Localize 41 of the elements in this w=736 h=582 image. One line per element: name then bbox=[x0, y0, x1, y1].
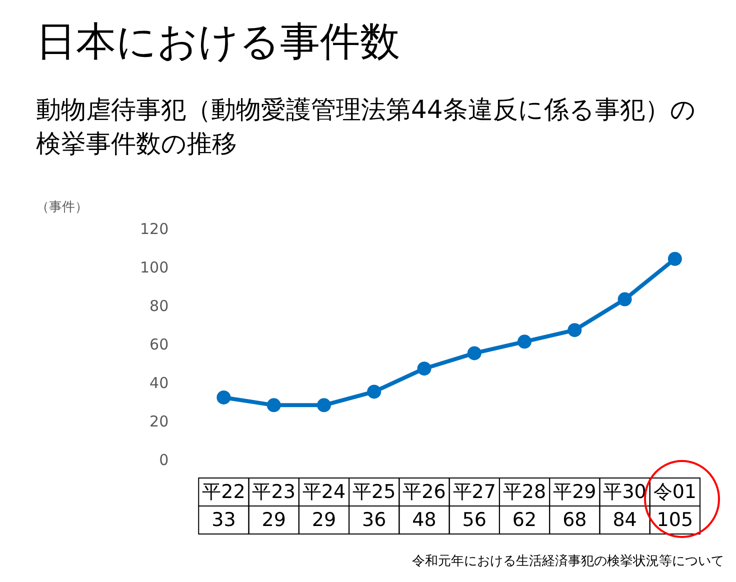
y-tick-label: 100 bbox=[140, 258, 169, 276]
x-tick-label: 平28 bbox=[502, 480, 546, 503]
y-tick-label: 120 bbox=[140, 220, 169, 238]
x-tick-label: 令01 bbox=[653, 480, 697, 503]
data-label: 29 bbox=[312, 508, 336, 531]
point bbox=[216, 390, 231, 404]
data-label: 105 bbox=[656, 508, 694, 531]
chart-subtitle: 動物虐待事犯（動物愛護管理法第44条違反に係る事犯）の検挙事件数の推移 bbox=[36, 94, 696, 160]
point bbox=[417, 362, 432, 376]
x-tick-label: 平30 bbox=[603, 480, 646, 503]
data-label: 68 bbox=[562, 508, 587, 531]
data-label: 36 bbox=[362, 508, 386, 531]
x-tick-label: 平26 bbox=[402, 480, 446, 503]
point bbox=[316, 398, 331, 412]
x-tick-label: 平27 bbox=[452, 480, 496, 503]
x-tick-label: 平25 bbox=[352, 480, 396, 503]
x-tick-label: 平29 bbox=[553, 480, 596, 503]
x-tick-label: 平22 bbox=[202, 480, 246, 503]
data-label: 48 bbox=[412, 508, 436, 531]
data-label: 33 bbox=[212, 508, 236, 531]
y-axis-title: （事件） bbox=[36, 199, 88, 216]
data-label: 56 bbox=[462, 508, 486, 531]
data-label: 29 bbox=[262, 508, 286, 531]
x-tick-label: 平23 bbox=[252, 480, 296, 503]
point bbox=[367, 384, 382, 399]
data-label: 62 bbox=[512, 508, 537, 531]
y-tick-label: 0 bbox=[159, 450, 169, 469]
data-label: 84 bbox=[612, 508, 637, 531]
point bbox=[668, 252, 682, 266]
point bbox=[518, 334, 532, 349]
x-tick-label: 平24 bbox=[302, 480, 346, 503]
point bbox=[568, 323, 582, 338]
point bbox=[266, 398, 281, 412]
y-tick-label: 60 bbox=[150, 335, 169, 354]
y-tick-label: 80 bbox=[150, 296, 169, 315]
point bbox=[618, 292, 632, 306]
chart-title: 日本における事件数 bbox=[36, 18, 400, 67]
point bbox=[467, 346, 482, 360]
text: 令和元年における生活経済事犯の検挙状況等について bbox=[412, 553, 724, 570]
y-tick-label: 40 bbox=[150, 374, 169, 392]
y-tick-label: 20 bbox=[150, 412, 169, 430]
